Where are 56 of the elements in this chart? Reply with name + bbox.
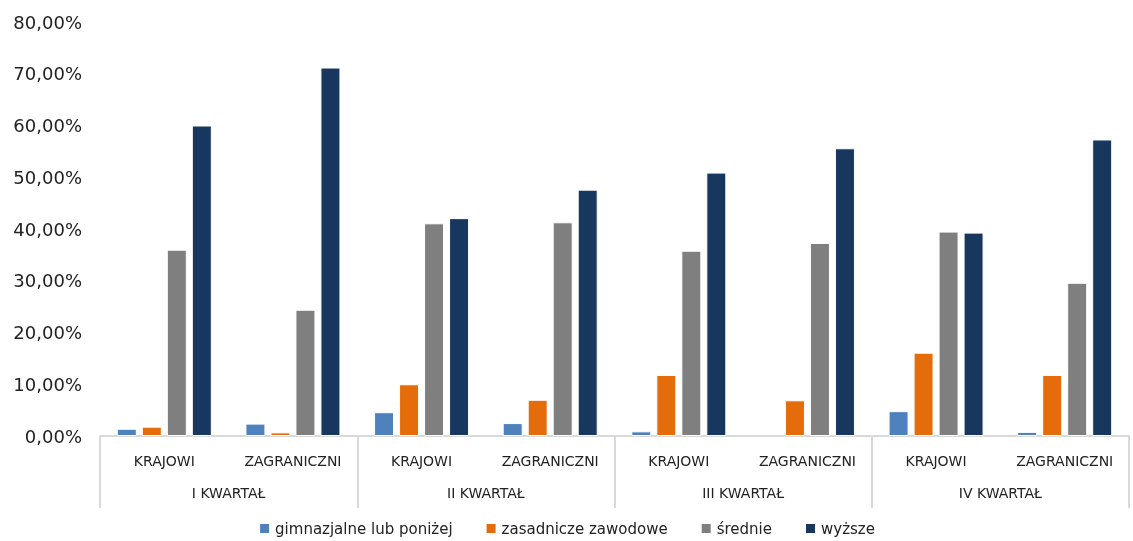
x-tick-label: ZAGRANICZNI [501,453,599,469]
text: I KWARTAŁ [191,485,266,501]
bar [374,412,395,436]
y-tick-label: 60,00% [13,115,82,136]
x-tick-label: ZAGRANICZNI [758,453,856,469]
y-tick-label: 30,00% [13,270,82,292]
bar [809,242,830,436]
y-tick-label: 20,00% [13,322,82,343]
legend-label: zasadnicze zawodowe [501,519,668,538]
bar [295,309,316,436]
bar [166,249,187,436]
bar [116,428,137,436]
x-tick-label: KRAJOWI [133,453,195,469]
y-tick-label: 10,00% [13,373,82,395]
bar [631,431,652,436]
legend-label: wyższe [820,519,875,538]
bar [1017,431,1038,436]
bar [245,423,266,436]
y-tick-label: 50,00% [13,166,82,188]
legend-label: średnie [716,519,772,538]
x-tick-label: KRAJOWI [391,453,453,469]
x-tick-label: KRAJOWI [905,453,967,469]
x-tick-label: ZAGRANICZNI [244,453,342,469]
bar [424,223,445,436]
bar [656,374,677,436]
y-tick-label: 40,00% [13,218,82,240]
bar [399,384,420,436]
y-tick-label: 70,00% [13,63,82,85]
bar [784,400,805,436]
bar [502,423,523,436]
bar [681,250,702,436]
y-tick-label: 0,00% [24,425,82,447]
bar [1042,374,1063,436]
bar [1092,139,1113,436]
bar [834,148,855,436]
bar [527,399,548,436]
bar [913,352,934,436]
bar [888,411,909,436]
bar [449,218,470,436]
bar [141,426,162,436]
bar [1067,282,1088,436]
bar [552,222,573,436]
text: IV KWARTAŁ [958,485,1043,501]
bar [320,67,341,436]
y-tick-label: 80,00% [13,11,82,33]
bar [191,125,212,436]
bar [706,172,727,436]
x-tick-label: ZAGRANICZNI [1016,453,1114,469]
text: II KWARTAŁ [447,485,525,501]
legend-label: gimnazjalne lub poniżej [275,519,453,538]
bar [938,231,959,436]
bar [577,189,598,436]
text: III KWARTAŁ [702,485,785,501]
bar [963,232,984,436]
bar [270,432,291,436]
x-tick-label: KRAJOWI [648,453,710,469]
